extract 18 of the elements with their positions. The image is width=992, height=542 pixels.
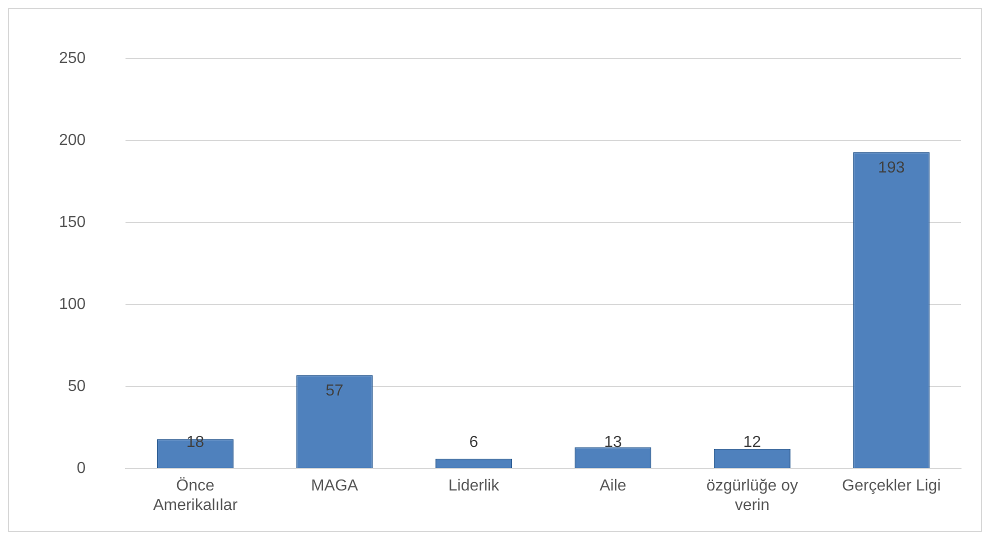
data-label: 57 — [326, 382, 344, 400]
y-tick-label: 150 — [58, 214, 86, 232]
y-tick-label: 50 — [68, 378, 86, 396]
data-label: 193 — [878, 159, 905, 176]
x-tick-label: Önce Amerikalılar — [153, 476, 238, 514]
x-tick-label: Liderlik — [448, 478, 500, 495]
y-tick-label: 100 — [58, 296, 86, 314]
y-tick-label: 250 — [58, 50, 86, 68]
data-label: 13 — [604, 434, 622, 452]
x-tick-label: Gerçekler Ligi — [842, 478, 941, 495]
data-label: 12 — [743, 434, 762, 452]
x-tick-label: Aile — [600, 478, 626, 495]
data-label: 6 — [469, 434, 478, 452]
data-label: 18 — [186, 434, 204, 452]
y-tick-label: 200 — [58, 132, 86, 150]
x-tick-label: özgürlüğe oy verin — [706, 478, 798, 514]
y-tick-label: 0 — [76, 460, 86, 478]
x-tick-label: MAGA — [310, 478, 358, 495]
